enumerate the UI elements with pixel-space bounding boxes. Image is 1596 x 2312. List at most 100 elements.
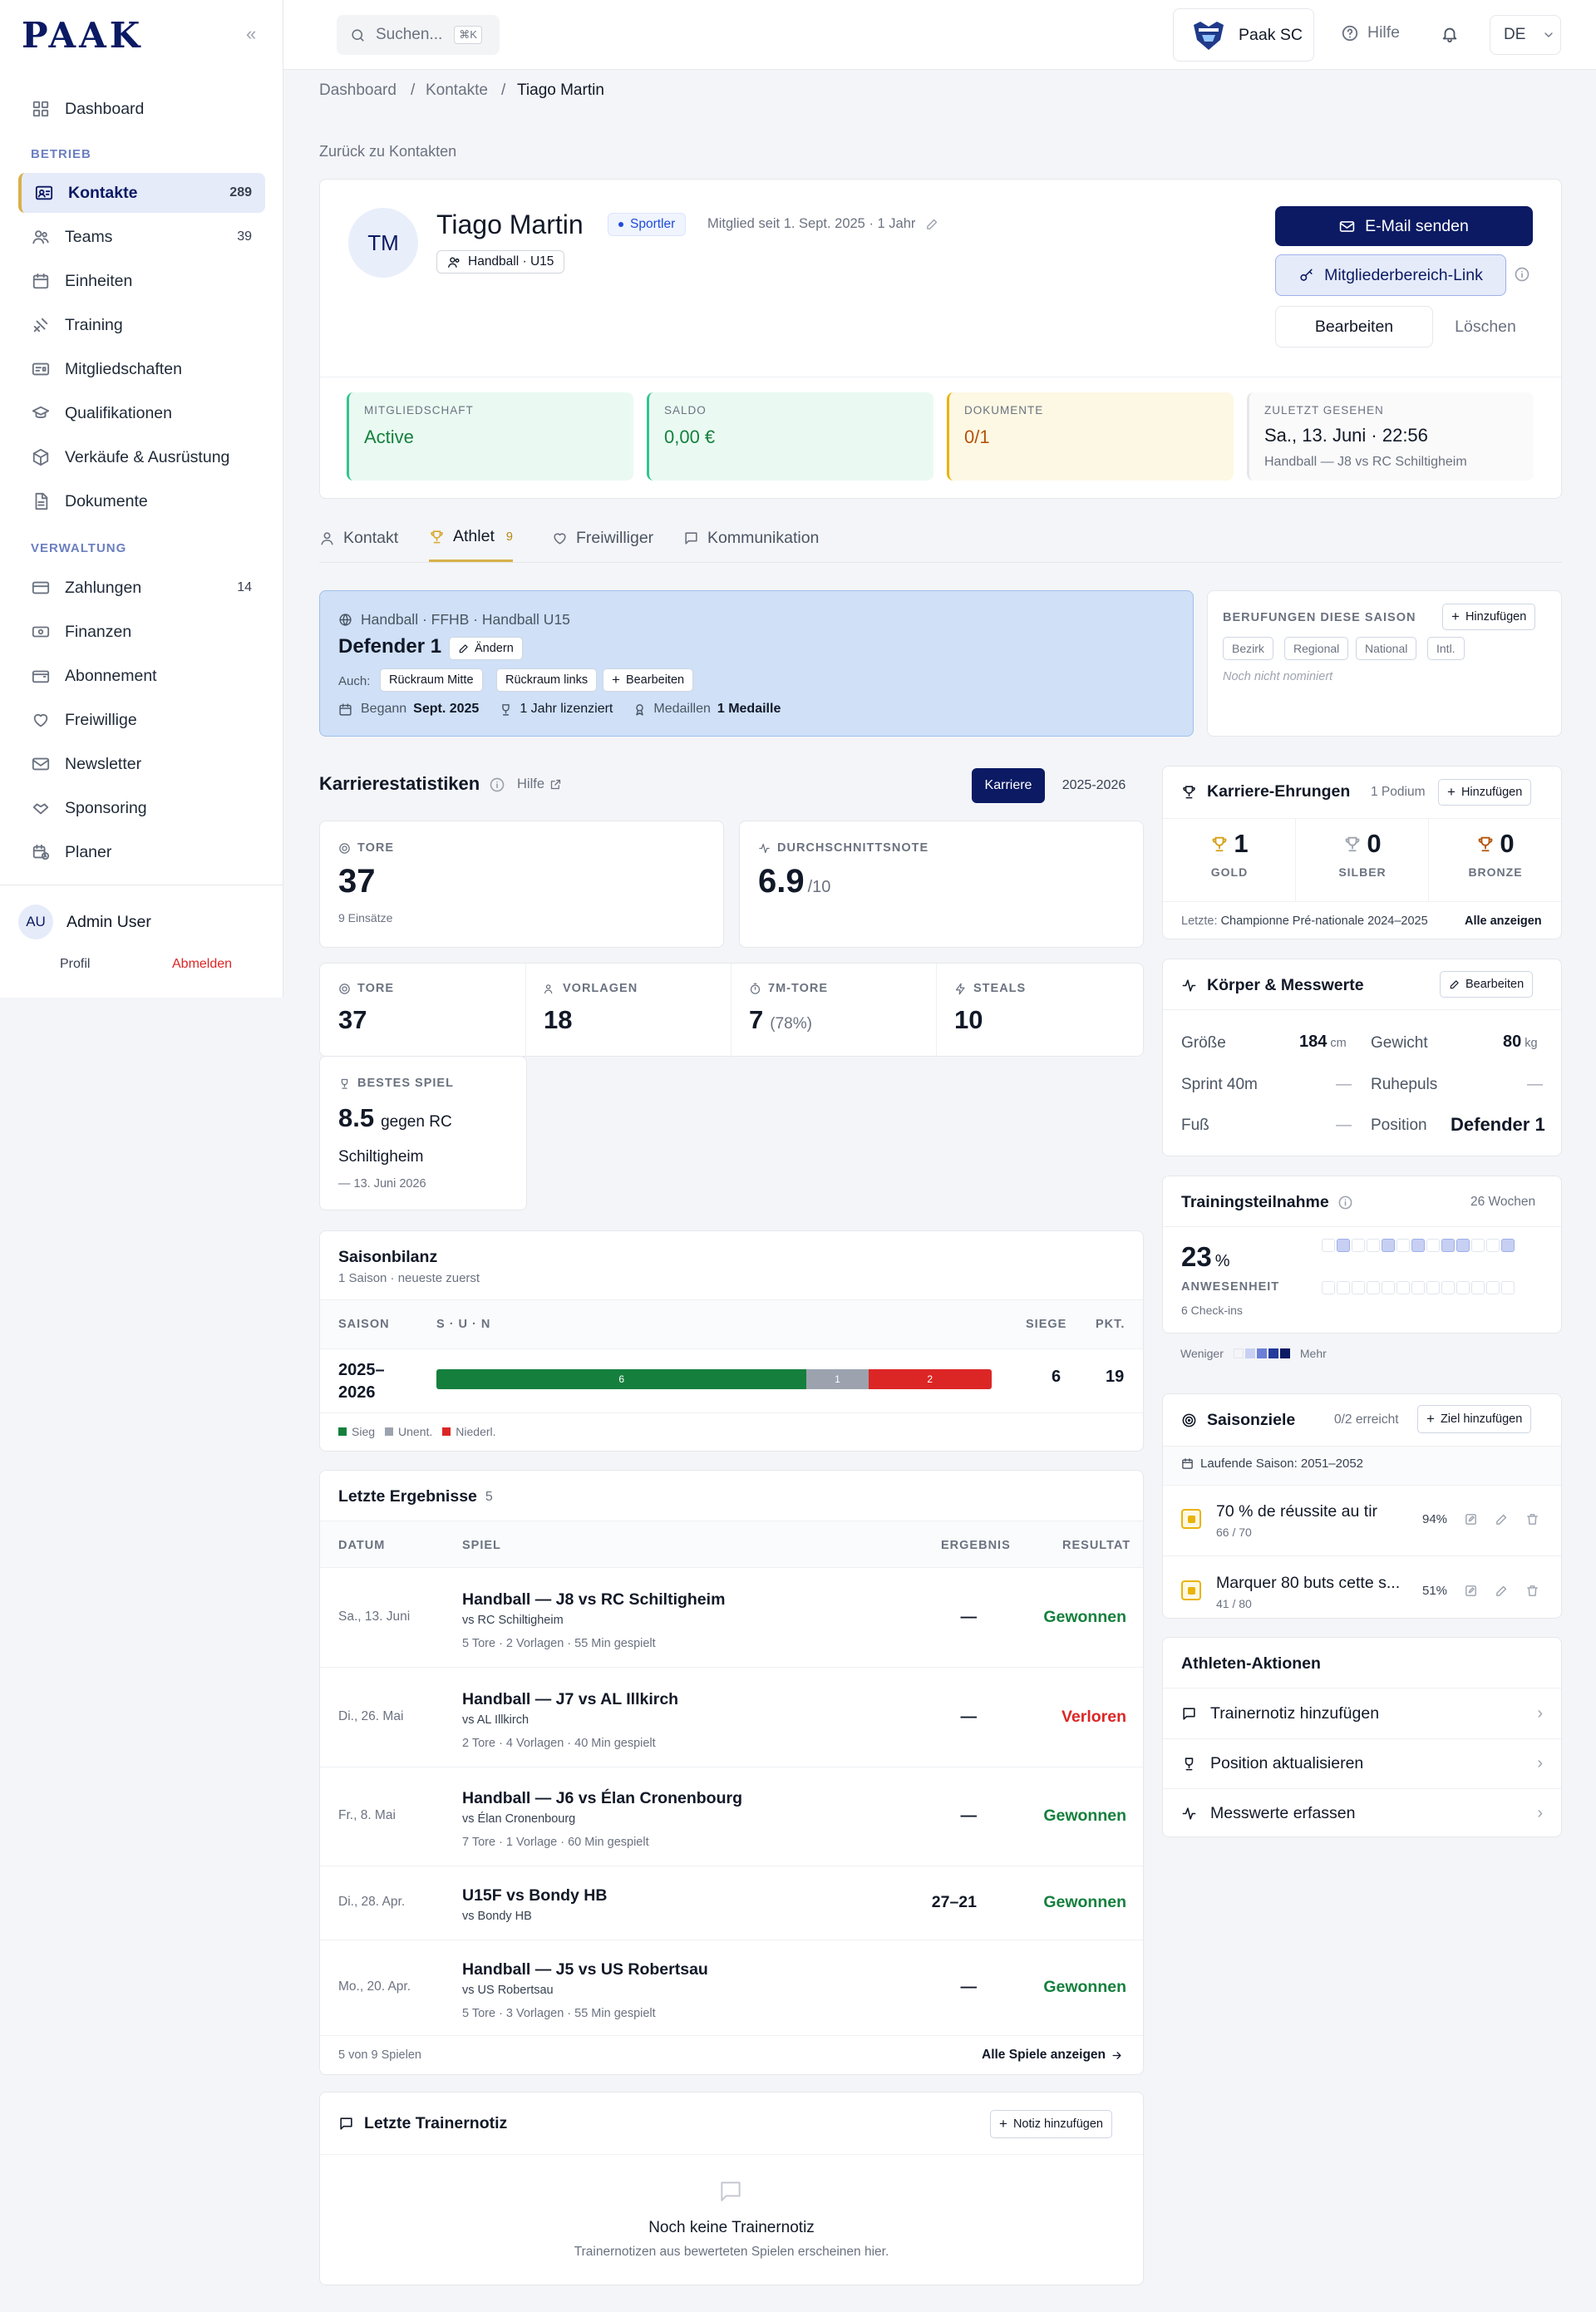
- breadcrumb-dashboard[interactable]: Dashboard: [319, 81, 397, 99]
- sidebar-item-abonnement[interactable]: Abonnement: [18, 656, 265, 696]
- result-status: Verloren: [1061, 1707, 1126, 1726]
- toggle-season[interactable]: 2025-2026: [1062, 778, 1126, 792]
- info-icon[interactable]: [1337, 1195, 1353, 1210]
- attendance-week-cell: [1337, 1239, 1350, 1252]
- sidebar-item-zahlungen[interactable]: Zahlungen 14: [18, 568, 265, 608]
- result-status: Gewonnen: [1043, 1892, 1126, 1911]
- bell-icon[interactable]: [1441, 25, 1459, 43]
- show-all-games-label: Alle Spiele anzeigen: [982, 2048, 1106, 2062]
- sidebar-item-qualifikationen[interactable]: Qualifikationen: [18, 393, 265, 433]
- help-circle-icon: [1342, 25, 1358, 41]
- edit-icon[interactable]: [1464, 1584, 1478, 1598]
- tab-freiwilliger[interactable]: Freiwilliger: [552, 522, 653, 562]
- help-button[interactable]: Hilfe: [1341, 23, 1400, 42]
- sidebar-item-training[interactable]: Training: [18, 305, 265, 345]
- add-nomination-button[interactable]: + Hinzufügen: [1442, 604, 1536, 630]
- trash-icon[interactable]: [1525, 1512, 1539, 1526]
- pencil-icon[interactable]: [1495, 1512, 1509, 1526]
- avatar[interactable]: AU: [18, 905, 53, 939]
- language-select[interactable]: DE: [1490, 15, 1561, 55]
- trash-icon[interactable]: [1525, 1584, 1539, 1598]
- also-position-chip[interactable]: Rückraum links: [496, 668, 598, 692]
- sidebar-item-label: Mitgliedschaften: [65, 359, 182, 378]
- metric-label: Fuß: [1181, 1117, 1209, 1134]
- action-add-coach-note[interactable]: Trainernotiz hinzufügen ›: [1163, 1688, 1561, 1738]
- goal-checkbox[interactable]: [1181, 1580, 1201, 1600]
- kpi-documents[interactable]: DOKUMENTE 0/1: [947, 392, 1234, 481]
- medal-count: 0: [1367, 829, 1382, 858]
- career-help-link[interactable]: Hilfe: [517, 776, 562, 792]
- profile-link[interactable]: Profil: [60, 957, 91, 971]
- back-to-contacts-link[interactable]: Zurück zu Kontakten: [319, 143, 457, 160]
- timer-icon: [750, 983, 761, 994]
- nomination-level-bezirk[interactable]: Bezirk: [1223, 637, 1273, 660]
- change-position-button[interactable]: Ändern: [449, 637, 523, 660]
- contact-card-icon: [35, 185, 53, 200]
- also-position-chip[interactable]: Rückraum Mitte: [380, 668, 483, 692]
- edit-button[interactable]: Bearbeiten: [1275, 306, 1433, 348]
- breadcrumb-kontakte[interactable]: Kontakte: [426, 81, 488, 99]
- action-update-position[interactable]: Position aktualisieren ›: [1163, 1738, 1561, 1788]
- began-label: Begann: [361, 702, 407, 716]
- attendance-week-cell: [1501, 1239, 1515, 1252]
- mail-icon: [32, 757, 50, 771]
- attendance-week-cell: [1441, 1281, 1455, 1294]
- tab-athlet[interactable]: Athlet 9: [429, 522, 513, 562]
- kpi-label: SALDO: [664, 404, 707, 417]
- sidebar-item-mitgliedschaften[interactable]: Mitgliedschaften: [18, 349, 265, 389]
- actions-title: Athleten-Aktionen: [1181, 1654, 1321, 1673]
- edit-positions-button[interactable]: + Bearbeiten: [603, 668, 694, 692]
- honors-podium-count: 1 Podium: [1371, 785, 1426, 799]
- club-switcher[interactable]: Paak SC: [1173, 8, 1314, 62]
- pencil-icon[interactable]: [1495, 1584, 1509, 1598]
- show-all-honors-link[interactable]: Alle anzeigen: [1465, 914, 1542, 928]
- edit-icon[interactable]: [1464, 1512, 1478, 1526]
- attendance-week-cell: [1411, 1239, 1425, 1252]
- add-honor-button[interactable]: + Hinzufügen: [1438, 779, 1532, 806]
- sidebar-item-kontakte[interactable]: Kontakte 289: [18, 173, 265, 213]
- search-input[interactable]: Suchen... ⌘K: [337, 15, 500, 55]
- toggle-career[interactable]: Karriere: [972, 768, 1045, 803]
- id-card-icon: [32, 362, 50, 376]
- goal-checkbox[interactable]: [1181, 1509, 1201, 1529]
- edit-body-button[interactable]: Bearbeiten: [1440, 971, 1534, 998]
- metric-foot: —: [1336, 1117, 1352, 1134]
- sidebar-item-finanzen[interactable]: Finanzen: [18, 612, 265, 652]
- sidebar-item-dashboard[interactable]: Dashboard: [18, 89, 265, 129]
- club-name: Paak SC: [1239, 25, 1303, 44]
- metric-label: Sprint 40m: [1181, 1076, 1258, 1093]
- info-icon[interactable]: [1514, 266, 1530, 283]
- sidebar-item-planer[interactable]: Planer: [18, 832, 265, 872]
- package-icon: [32, 448, 49, 466]
- sidebar-item-dokumente[interactable]: Dokumente: [18, 481, 265, 521]
- key-icon: [1300, 269, 1313, 281]
- pencil-icon[interactable]: [925, 217, 939, 231]
- nomination-level-intl[interactable]: Intl.: [1427, 637, 1465, 660]
- sidebar-item-teams[interactable]: Teams 39: [18, 217, 265, 257]
- goals-reached: 0/2 erreicht: [1334, 1412, 1399, 1427]
- send-email-button[interactable]: E-Mail senden: [1275, 206, 1533, 246]
- sidebar-item-sponsoring[interactable]: Sponsoring: [18, 788, 265, 828]
- logout-link[interactable]: Abmelden: [172, 957, 233, 971]
- nomination-level-national[interactable]: National: [1356, 637, 1417, 660]
- collapse-sidebar-button[interactable]: «: [246, 23, 257, 44]
- tab-kommunikation[interactable]: Kommunikation: [683, 522, 819, 562]
- show-all-games-link[interactable]: Alle Spiele anzeigen: [982, 2048, 1123, 2063]
- team-chip[interactable]: Handball · U15: [436, 250, 565, 274]
- info-icon[interactable]: [489, 776, 505, 793]
- add-goal-button[interactable]: + Ziel hinzufügen: [1417, 1405, 1532, 1433]
- sidebar-item-newsletter[interactable]: Newsletter: [18, 744, 265, 784]
- tab-kontakt[interactable]: Kontakt: [319, 522, 398, 562]
- sidebar-item-einheiten[interactable]: Einheiten: [18, 261, 265, 301]
- delete-button[interactable]: Löschen: [1455, 317, 1516, 336]
- add-note-button[interactable]: + Notiz hinzufügen: [990, 2110, 1112, 2138]
- action-record-metrics[interactable]: Messwerte erfassen ›: [1163, 1788, 1561, 1838]
- result-game: Handball — J7 vs AL Illkirch: [462, 1689, 679, 1708]
- attendance-week-cell: [1411, 1281, 1425, 1294]
- sidebar-item-verkaeufe[interactable]: Verkäufe & Ausrüstung: [18, 437, 265, 477]
- nomination-level-regional[interactable]: Regional: [1284, 637, 1349, 660]
- sidebar-item-freiwillige[interactable]: Freiwillige: [18, 700, 265, 740]
- goal-percent: 51%: [1422, 1584, 1448, 1598]
- metric-sprint: —: [1336, 1076, 1352, 1093]
- member-area-link-button[interactable]: Mitgliederbereich-Link: [1275, 254, 1506, 296]
